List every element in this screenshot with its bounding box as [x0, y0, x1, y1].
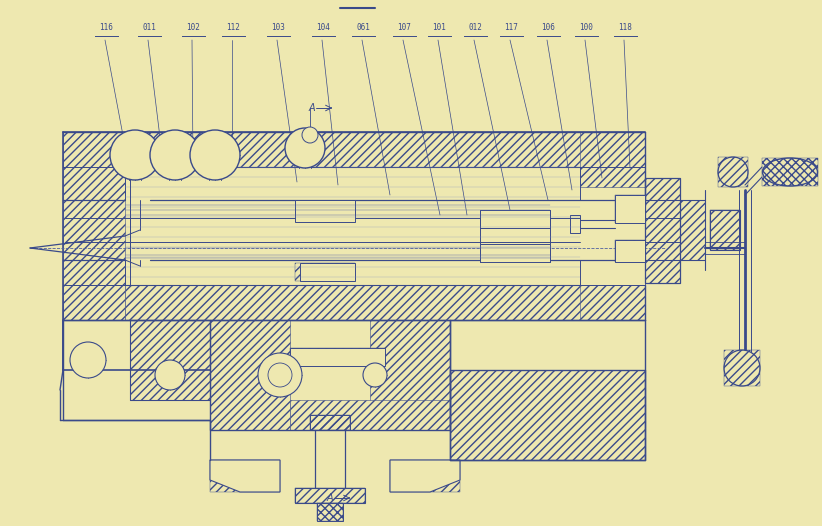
- Polygon shape: [210, 460, 280, 492]
- Bar: [317, 503, 343, 521]
- Bar: [645, 178, 680, 283]
- Bar: [450, 370, 645, 460]
- Bar: [718, 157, 748, 187]
- Bar: [63, 132, 125, 320]
- Bar: [310, 415, 350, 430]
- Text: A: A: [309, 103, 316, 113]
- Text: 103: 103: [271, 23, 285, 32]
- Text: 117: 117: [504, 23, 518, 32]
- Text: 112: 112: [226, 23, 240, 32]
- Bar: [290, 348, 385, 366]
- Bar: [290, 400, 450, 430]
- Bar: [615, 240, 645, 262]
- Bar: [615, 240, 645, 262]
- Bar: [480, 210, 550, 228]
- Bar: [130, 320, 210, 400]
- Bar: [710, 210, 740, 250]
- Bar: [645, 178, 680, 283]
- Polygon shape: [390, 460, 460, 492]
- Bar: [580, 132, 645, 187]
- Bar: [370, 320, 450, 430]
- Bar: [295, 263, 355, 281]
- Text: 107: 107: [397, 23, 411, 32]
- Bar: [295, 488, 365, 503]
- Bar: [570, 215, 580, 233]
- Bar: [390, 460, 460, 492]
- Bar: [295, 488, 365, 503]
- Bar: [295, 200, 355, 222]
- Bar: [615, 195, 645, 223]
- Bar: [310, 415, 350, 430]
- Circle shape: [724, 350, 760, 386]
- Bar: [724, 350, 760, 386]
- Text: 012: 012: [468, 23, 482, 32]
- Bar: [710, 210, 740, 250]
- Circle shape: [110, 130, 160, 180]
- Bar: [680, 200, 705, 260]
- Bar: [480, 244, 550, 262]
- Bar: [63, 285, 645, 320]
- Bar: [317, 503, 343, 521]
- Text: 116: 116: [99, 23, 113, 32]
- Circle shape: [363, 363, 387, 387]
- Bar: [210, 460, 280, 492]
- Bar: [290, 348, 385, 366]
- Circle shape: [150, 130, 200, 180]
- Text: 100: 100: [579, 23, 593, 32]
- Bar: [450, 370, 645, 460]
- Ellipse shape: [763, 158, 818, 186]
- Text: 011: 011: [142, 23, 156, 32]
- Circle shape: [155, 360, 185, 390]
- Circle shape: [190, 130, 240, 180]
- Bar: [210, 320, 290, 430]
- Bar: [210, 320, 450, 430]
- Circle shape: [268, 363, 292, 387]
- Text: 104: 104: [316, 23, 330, 32]
- Bar: [762, 158, 818, 186]
- Bar: [300, 263, 355, 281]
- Bar: [63, 285, 125, 320]
- Text: A: A: [326, 493, 333, 503]
- Bar: [580, 285, 645, 320]
- Circle shape: [285, 128, 325, 168]
- Bar: [615, 195, 645, 223]
- Circle shape: [258, 353, 302, 397]
- Bar: [130, 320, 210, 400]
- Circle shape: [302, 127, 318, 143]
- Text: 106: 106: [541, 23, 555, 32]
- Text: 118: 118: [618, 23, 632, 32]
- Text: 101: 101: [432, 23, 446, 32]
- Circle shape: [718, 157, 748, 187]
- Text: 061: 061: [356, 23, 370, 32]
- Circle shape: [70, 342, 106, 378]
- Bar: [63, 132, 645, 167]
- Text: 102: 102: [186, 23, 200, 32]
